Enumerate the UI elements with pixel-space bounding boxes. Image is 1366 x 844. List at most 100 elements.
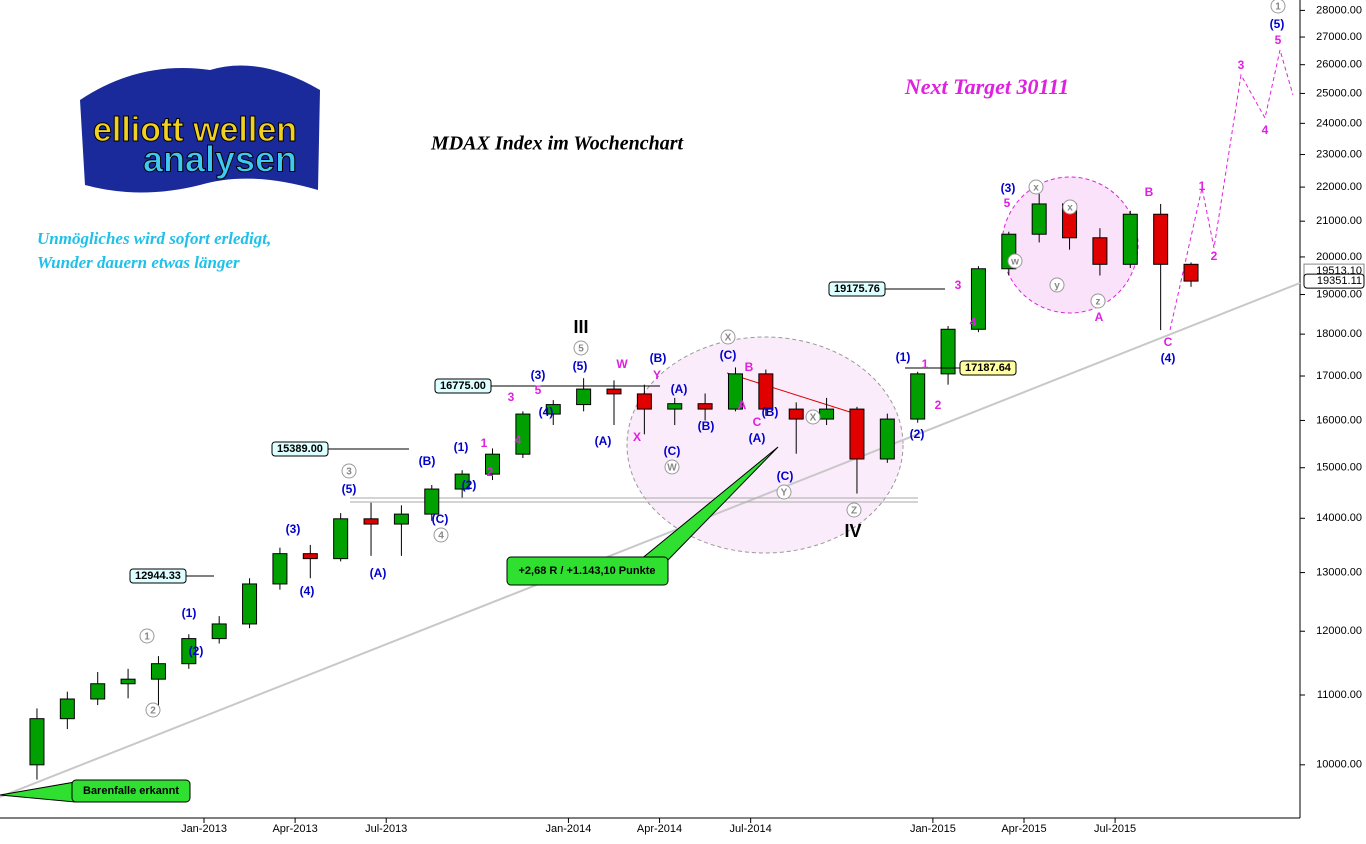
wave-label: 3 <box>955 278 962 292</box>
wave-label: 2 <box>150 706 156 717</box>
wave-label: (2) <box>189 644 204 658</box>
candle-body <box>970 268 986 330</box>
wave-circle-mark <box>1270 0 1286 14</box>
wave-label: w <box>1010 257 1019 268</box>
wave-label: (5) <box>573 359 588 373</box>
wave-label: 1 <box>144 632 150 643</box>
candle-body <box>120 678 136 685</box>
candle-body <box>727 373 743 410</box>
candle-body <box>788 408 804 420</box>
callout: +2,68 R / +1.143,10 Punkte <box>506 446 779 586</box>
x-tick-label: Jul-2013 <box>365 823 407 835</box>
logo-text: elliott wellen <box>93 111 297 149</box>
wave-label: C <box>1164 335 1173 349</box>
wave-circle-mark <box>664 459 680 475</box>
trend-line <box>0 282 1301 798</box>
wave-label: 1 <box>1199 179 1206 193</box>
wave-label: (1) <box>896 350 911 364</box>
candle-body <box>211 623 227 640</box>
callout-box <box>506 556 669 586</box>
price-box-label: 19175.76 <box>834 283 880 295</box>
wave-circle-mark <box>1049 277 1065 293</box>
price-box-label: 15389.00 <box>277 443 323 455</box>
degree-label: IV <box>844 521 861 541</box>
wave-label: 3 <box>508 390 515 404</box>
wave-label: x <box>1033 183 1039 194</box>
wave-label: (4) <box>300 584 315 598</box>
wave-label: 4 <box>1262 123 1269 137</box>
y-tick-label: 22000.00 <box>1316 181 1362 193</box>
wave-label: (C) <box>664 444 681 458</box>
wave-label: (C) <box>720 348 737 362</box>
candle-body <box>819 408 835 420</box>
callout-text: Barenfalle erkannt <box>83 785 179 797</box>
wave-label: (B) <box>650 351 667 365</box>
y-tick-label: 20000.00 <box>1316 251 1362 263</box>
chart-title: MDAX Index im Wochenchart <box>430 133 685 155</box>
wave-label: (2) <box>910 427 925 441</box>
y-tick-label: 13000.00 <box>1316 566 1362 578</box>
candle-body <box>90 683 106 700</box>
price-box <box>434 378 492 394</box>
candle-body <box>1092 237 1108 265</box>
candle-body <box>667 403 683 410</box>
y-tick-label: 16000.00 <box>1316 414 1362 426</box>
x-tick-label: Jul-2014 <box>730 823 772 835</box>
wave-label: z <box>1096 297 1101 308</box>
slogan: Wunder dauern etwas länger <box>37 253 240 272</box>
wave-label: (B) <box>762 405 779 419</box>
candle-body <box>242 583 258 625</box>
wave-circle-mark <box>573 340 589 356</box>
candle-body <box>758 373 774 410</box>
candle-body <box>879 418 895 460</box>
wave-label: B <box>745 360 754 374</box>
wave-label: 5 <box>578 344 584 355</box>
wave-label: W <box>667 463 677 474</box>
callout-box <box>71 779 191 803</box>
callout-text: +2,68 R / +1.143,10 Punkte <box>519 565 656 577</box>
wave-label: 2 <box>1211 249 1218 263</box>
logo: elliott wellen analysen <box>80 65 320 193</box>
candle-body <box>606 388 622 395</box>
target-label: Next Target 30111 <box>904 74 1069 99</box>
wave-label: (4) <box>539 405 554 419</box>
wave-label: (B) <box>698 419 715 433</box>
wave-label: A <box>738 398 747 412</box>
candle-body <box>910 373 926 420</box>
wave-label: B <box>1145 185 1154 199</box>
wave-label: (B) <box>419 454 436 468</box>
y-tick-label: 28000.00 <box>1316 4 1362 16</box>
candle-body <box>272 553 288 585</box>
wave-label: 3 <box>1238 58 1245 72</box>
candle-body <box>181 638 197 665</box>
price-box <box>959 360 1017 376</box>
x-tick-label: Apr-2015 <box>1001 823 1046 835</box>
degree-label: III <box>573 317 588 337</box>
wave-label: Y <box>781 488 788 499</box>
candle-body <box>849 408 865 460</box>
slogan: Unmögliches wird sofort erledigt, <box>37 229 271 248</box>
wave-label: y <box>1054 281 1060 292</box>
wave-label: 4 <box>438 531 444 542</box>
wave-circle-mark <box>1007 253 1023 269</box>
wave-circle-mark <box>846 502 862 518</box>
y-tick-label: 17000.00 <box>1316 370 1362 382</box>
wave-circle-mark <box>1062 199 1078 215</box>
wave-label: x <box>1067 203 1073 214</box>
wave-circle-mark <box>776 484 792 500</box>
candle-body <box>545 404 561 415</box>
wave-label: (3) <box>1001 181 1016 195</box>
candle-body <box>150 663 166 680</box>
wave-circle-mark <box>145 702 161 718</box>
candle-body <box>29 718 45 766</box>
wave-label: 5 <box>1275 33 1282 47</box>
wave-label: (A) <box>749 431 766 445</box>
wave-label: W <box>616 357 628 371</box>
price-box <box>271 441 329 457</box>
candle-body <box>454 473 470 490</box>
candle-body <box>333 518 349 560</box>
wave-label: (4) <box>1161 351 1176 365</box>
wave-label: X <box>725 333 732 344</box>
wave-label: (C) <box>777 469 794 483</box>
